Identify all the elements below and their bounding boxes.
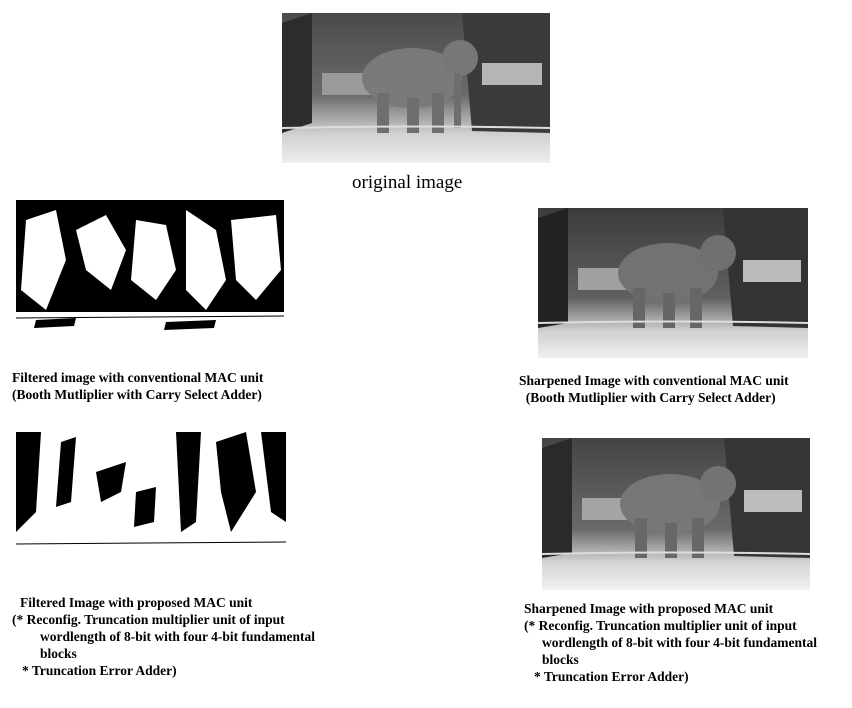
sharpened-conventional-caption: Sharpened Image with conventional MAC un… bbox=[519, 373, 789, 405]
original-image bbox=[282, 13, 550, 163]
filtered-image-proposed bbox=[16, 432, 286, 582]
sharpened-proposed-caption: Sharpened Image with proposed MAC unit (… bbox=[524, 601, 818, 684]
filtered-image-conventional bbox=[16, 200, 284, 348]
filtered-proposed-caption: Filtered Image with proposed MAC unit (*… bbox=[12, 595, 316, 678]
original-image-caption: original image bbox=[352, 172, 463, 193]
filtered-conventional-caption: Filtered image with conventional MAC uni… bbox=[12, 370, 264, 402]
sharpened-image-proposed bbox=[542, 438, 810, 590]
sharpened-image-conventional bbox=[538, 208, 808, 358]
